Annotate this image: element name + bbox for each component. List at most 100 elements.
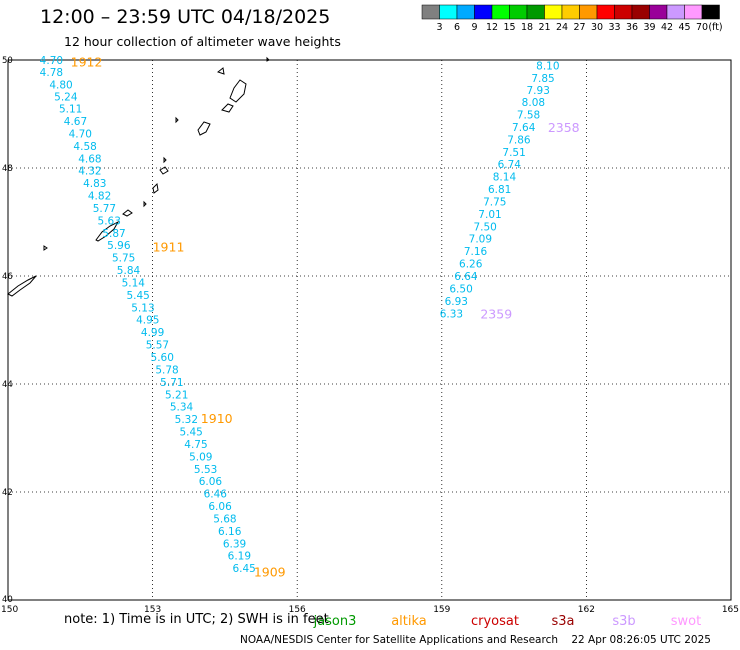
wave-height-label: 7.86 [507,134,531,146]
satellite-legend-entry: s3a [551,614,574,629]
legend-label: 39 [643,22,655,33]
legend-swatch [631,4,650,20]
satellite-legend-entry: s3b [612,614,635,629]
wave-height-label: 4.68 [78,153,101,165]
wave-height-label: 5.75 [112,253,135,265]
legend-label: 3 [436,22,442,33]
wave-height-label: 5.78 [155,364,178,376]
wave-height-label: 4.67 [64,116,87,128]
legend-label: 9 [471,22,477,33]
wave-height-label: 4.70 [69,128,92,140]
satellite-legend-entry: altika [391,614,427,629]
wave-height-label: 5.60 [151,352,174,364]
wave-height-label: 4.75 [184,439,207,451]
legend-swatch [509,4,528,20]
wave-height-label: 5.87 [102,228,125,240]
wave-height-label: 7.16 [464,246,488,258]
lat-tick-label: 46 [2,272,13,282]
island-ekarma [163,156,167,164]
credit-timestamp: 22 Apr 08:26:05 UTC 2025 [571,634,711,646]
wave-height-label: 5.21 [165,389,188,401]
legend-swatch [544,4,563,20]
island-ketoy [143,200,147,208]
altimeter-tracks: 4.704.784.805.245.114.674.704.584.684.32… [40,55,580,580]
wave-height-label: 4.58 [73,141,96,153]
kamchatka-cape [216,67,225,75]
legend-label: 30 [591,22,603,33]
wave-height-label: 5.14 [122,277,146,289]
credit-text: NOAA/NESDIS Center for Satellite Applica… [240,634,558,646]
wave-height-label: 6.74 [498,159,522,171]
wave-height-label: 6.64 [454,271,478,283]
pass-time-label: 1911 [153,239,185,254]
wave-height-label: 7.75 [483,196,506,208]
satellite-legend: jason3 altika cryosat s3a s3b swot [313,614,702,629]
wave-height-label: 7.01 [478,209,501,221]
wave-height-label: 7.58 [517,110,540,122]
footer-credit: NOAA/NESDIS Center for Satellite Applica… [240,634,711,646]
wave-height-label: 5.45 [126,290,149,302]
wave-height-label: 5.71 [160,377,183,389]
wave-height-label: 5.84 [117,265,141,277]
pass-time-label: 2359 [480,306,512,321]
legend-swatch [456,4,475,20]
wave-height-label: 7.50 [473,221,496,233]
legend-swatch [666,4,685,20]
wave-height-label: 5.32 [175,414,198,426]
legend-swatch [684,4,703,20]
land-outline [7,56,270,297]
lon-tick-label: 150 [1,605,18,615]
wave-height-label: 7.93 [527,85,550,97]
wave-height-label: 7.85 [531,73,554,85]
color-legend: 3 6 9 12 15 18 21 24 27 30 33 36 39 42 45 70 (ft) [421,4,723,33]
wave-height-label: 6.16 [218,526,242,538]
wave-height-label: 6.81 [488,184,511,196]
legend-label: 70 [696,22,708,33]
wave-height-label: 5.63 [98,215,121,227]
wave-height-label: 5.45 [179,427,202,439]
pass-time-label: 1912 [71,55,103,70]
legend-swatch [474,4,493,20]
legend-label: 21 [538,22,550,33]
wave-height-label: 4.70 [40,55,63,67]
legend-swatch [649,4,668,20]
island-kunashir [43,245,48,251]
lat-tick-label: 44 [2,380,13,390]
wave-height-label: 5.77 [93,203,116,215]
wave-height-label: 7.09 [469,234,492,246]
lon-tick-label: 156 [289,605,306,615]
wave-height-label: 4.99 [141,327,164,339]
grid-lines [8,60,731,600]
wave-height-label: 6.33 [440,308,463,320]
legend-label: 45 [678,22,690,33]
pass-time-label: 1910 [201,411,233,426]
wave-height-label: 6.19 [228,551,251,563]
wave-height-label: 6.50 [449,283,472,295]
wave-height-label: 5.57 [146,340,169,352]
wave-height-label: 8.08 [522,97,545,109]
wave-height-label: 6.06 [208,501,232,513]
lat-tick-label: 50 [2,56,13,66]
axis-labels: 150 153 156 159 162 165 40 42 44 46 48 50 [1,56,739,615]
footer-note: note: 1) Time is in UTC; 2) SWH is in fe… [64,612,329,627]
island-shiashkotan [159,166,169,175]
legend-label: 12 [486,22,498,33]
island-simushir [122,209,133,217]
wave-height-label: 5.68 [213,513,236,525]
lat-tick-label: 40 [2,595,13,605]
wave-height-label: 6.06 [199,476,223,488]
wave-height-label: 4.80 [49,79,72,91]
lat-tick-label: 42 [2,488,13,498]
lon-tick-label: 159 [433,605,450,615]
lon-tick-label: 165 [722,605,739,615]
wave-height-label: 6.45 [232,563,255,575]
island-urup [95,220,120,242]
legend-swatch [701,4,720,20]
page-subtitle: 12 hour collection of altimeter wave hei… [64,34,341,49]
legend-label: 42 [661,22,673,33]
wave-height-label: 7.64 [512,122,536,134]
pass-time-label: 1909 [254,564,286,579]
wave-height-label: 5.24 [54,92,78,104]
legend-label: 6 [454,22,460,33]
island-small-north [266,56,270,62]
